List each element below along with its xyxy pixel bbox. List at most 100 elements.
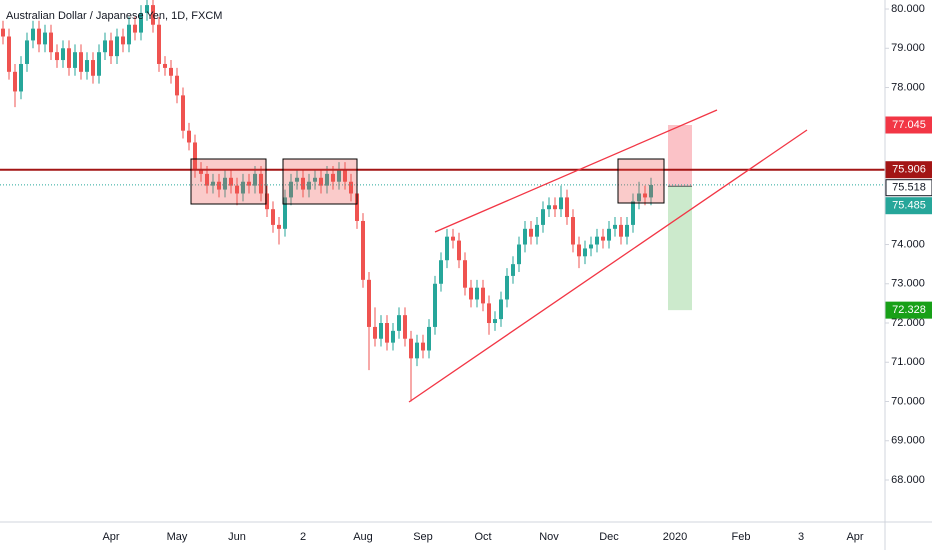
candle-body <box>391 330 395 343</box>
candle-body <box>121 36 125 45</box>
candle-body <box>577 244 581 257</box>
candle-body <box>187 130 191 143</box>
candle-body <box>361 220 365 280</box>
candle-body <box>475 287 479 300</box>
candle-body <box>133 24 137 33</box>
price-label-box <box>885 116 932 134</box>
candle-body <box>505 275 509 300</box>
candle-body <box>175 75 179 96</box>
candle-body <box>139 12 143 33</box>
candle-body <box>181 95 185 131</box>
candle-body <box>61 48 65 61</box>
candle-body <box>31 28 35 41</box>
candle-body <box>343 169 347 182</box>
candle-body <box>487 303 491 324</box>
candle-body <box>523 228 527 245</box>
candle-body <box>7 36 11 72</box>
candle-body <box>73 52 77 68</box>
candle-body <box>637 193 641 202</box>
candle-body <box>349 181 353 194</box>
y-tick-label: 80.000 <box>891 3 925 15</box>
candle-body <box>319 177 323 186</box>
x-tick-label: Nov <box>539 531 559 543</box>
candle-body <box>235 185 239 194</box>
y-tick-label: 69.000 <box>891 435 925 447</box>
candle-body <box>127 24 131 45</box>
candle-body <box>271 209 275 225</box>
candle-body <box>631 201 635 225</box>
candle-body <box>517 244 521 265</box>
candle-body <box>565 197 569 218</box>
y-tick-label: 73.000 <box>891 278 925 290</box>
candle-body <box>217 181 221 190</box>
candle-body <box>25 40 29 64</box>
candle-body <box>79 52 83 72</box>
x-tick-label: 3 <box>798 531 804 543</box>
price-label-box <box>885 301 932 319</box>
candle-body <box>145 5 149 13</box>
candle-body <box>421 342 425 351</box>
candle-body <box>265 193 269 210</box>
candle-body <box>37 28 41 45</box>
y-tick-label: 71.000 <box>891 356 925 368</box>
price-label: 77.045 <box>892 119 926 131</box>
candle-body <box>229 177 233 186</box>
price-label: 72.328 <box>892 304 926 316</box>
candle-body <box>337 169 341 182</box>
drawings <box>190 109 808 403</box>
candle-body <box>445 236 449 261</box>
candle-body <box>553 205 557 210</box>
price-label: 75.906 <box>892 164 926 176</box>
candle-body <box>409 338 413 359</box>
candle-body <box>601 236 605 241</box>
candle-body <box>373 326 377 339</box>
candle-body <box>559 197 563 210</box>
candle-body <box>469 287 473 300</box>
candle-body <box>157 24 161 64</box>
candle-body <box>511 264 515 276</box>
candle-body <box>439 260 443 284</box>
stop-zone <box>668 125 692 187</box>
candle-body <box>619 224 623 237</box>
candle-body <box>355 193 359 221</box>
candle-body <box>283 197 287 229</box>
candle-body <box>223 177 227 190</box>
candle-body <box>595 236 599 245</box>
candle-body <box>529 228 533 237</box>
candle-body <box>589 244 593 249</box>
price-label: 75.518 <box>892 182 926 194</box>
candle-body <box>211 181 215 186</box>
candle-body <box>481 287 485 304</box>
price-label-box <box>885 197 932 215</box>
candle-body <box>49 32 53 53</box>
candle-body <box>301 177 305 190</box>
candle-body <box>625 224 629 237</box>
candle-body <box>259 173 263 194</box>
price-label-box <box>885 161 932 179</box>
x-tick-label: Dec <box>599 531 619 543</box>
candle-body <box>433 283 437 327</box>
chart-title: Australian Dollar / Japanese Yen, 1D, FX… <box>6 10 222 22</box>
x-tick-label: 2 <box>300 531 306 543</box>
candle-body <box>85 60 89 72</box>
x-tick-label: Apr <box>102 531 119 543</box>
trend-line <box>434 109 718 233</box>
y-tick-label: 72.000 <box>891 317 925 329</box>
candle-body <box>463 260 467 288</box>
candle-body <box>385 323 389 343</box>
x-tick-label: Oct <box>474 531 491 543</box>
candle-body <box>379 323 383 339</box>
y-tick-label: 74.000 <box>891 238 925 250</box>
candle-body <box>643 193 647 198</box>
candle-body <box>493 319 497 324</box>
candle-body <box>55 52 59 61</box>
candle-body <box>151 5 155 25</box>
candle-body <box>199 169 203 174</box>
candle-body <box>325 173 329 186</box>
candle-body <box>367 279 371 327</box>
x-tick-label: 2020 <box>663 531 687 543</box>
candle-body <box>295 177 299 182</box>
candle-body <box>43 32 47 45</box>
